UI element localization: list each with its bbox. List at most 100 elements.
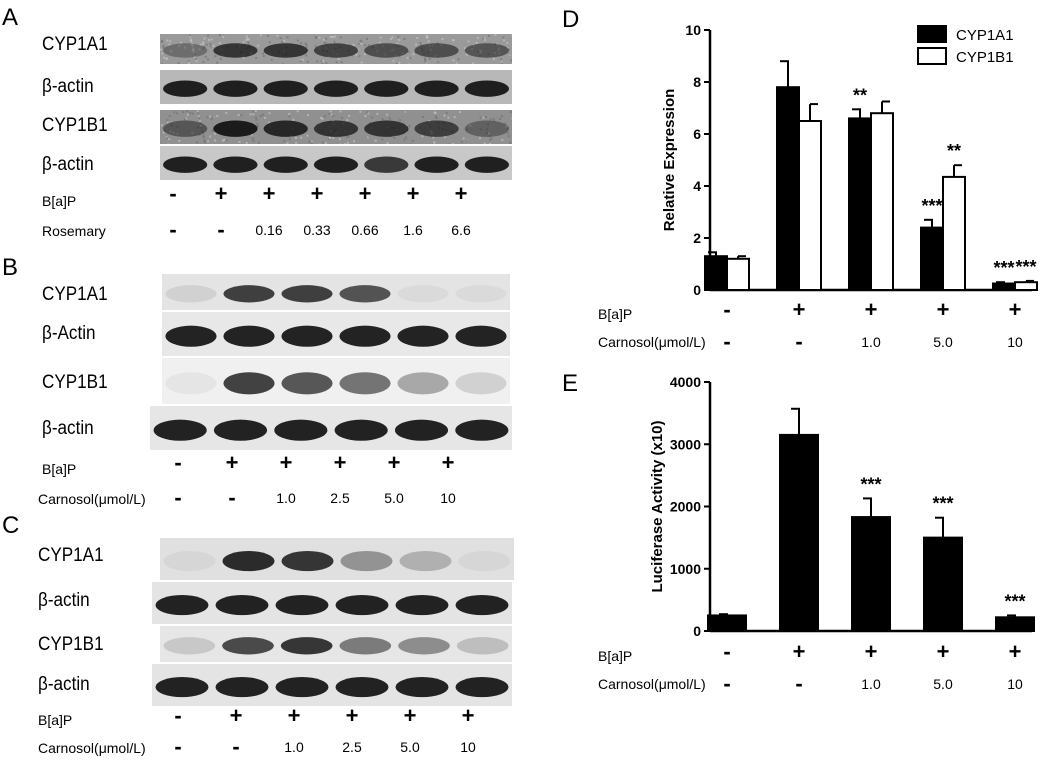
blot-noise <box>508 53 511 56</box>
blot-noise <box>328 136 331 139</box>
blot-noise <box>256 122 259 125</box>
blot-noise <box>193 51 196 54</box>
bar <box>779 433 819 632</box>
blot-noise <box>346 141 349 144</box>
blot-noise <box>364 115 367 118</box>
protein-band <box>339 285 391 303</box>
blot-noise <box>489 118 492 121</box>
blot-noise <box>160 48 163 51</box>
blot-strip-c-cyp1a1 <box>160 538 514 580</box>
blot-noise <box>381 118 384 121</box>
blot-noise <box>205 43 208 46</box>
blot-noise <box>222 36 225 39</box>
bar <box>798 120 822 291</box>
blot-noise <box>422 115 425 118</box>
blot-noise <box>374 139 377 142</box>
protein-band <box>464 120 509 137</box>
treatment-cell: - <box>174 703 182 728</box>
blot-noise <box>389 38 392 41</box>
blot-noise <box>288 138 291 141</box>
blot-noise <box>188 61 191 64</box>
blot-noise <box>183 118 186 121</box>
blot-noise <box>247 41 250 44</box>
blot-background <box>160 626 512 662</box>
treatment-cell: 10 <box>460 739 476 755</box>
blot-strip-b-cyp1a1 <box>162 274 510 310</box>
blot-noise <box>254 116 257 119</box>
protein-band <box>163 156 208 173</box>
blot-noise <box>433 143 436 144</box>
blot-noise <box>381 138 384 141</box>
y-tick-label: 2000 <box>670 499 701 515</box>
blot-noise <box>199 120 202 123</box>
y-tick-label: 4000 <box>670 374 701 390</box>
blot-noise <box>348 114 351 117</box>
protein-band <box>155 677 209 698</box>
blot-noise <box>424 59 427 62</box>
blot-noise <box>310 140 313 143</box>
blot-noise <box>288 112 291 115</box>
blot-noise <box>176 112 179 115</box>
blot-noise <box>203 45 206 48</box>
significance-label: ** <box>947 141 961 161</box>
blot-noise <box>457 58 460 61</box>
protein-band <box>223 325 275 347</box>
protein-band <box>455 372 507 395</box>
blot-background <box>162 358 510 404</box>
blot-noise <box>488 132 491 135</box>
treatment-cell: - <box>723 639 731 664</box>
blot-noise <box>219 57 222 60</box>
blot-noise <box>209 115 212 118</box>
protein-band <box>464 80 509 97</box>
blot-noise <box>505 125 508 128</box>
blot-noise <box>437 61 440 64</box>
blot-noise <box>510 59 512 62</box>
blot-noise <box>435 116 438 119</box>
blot-noise <box>406 56 409 59</box>
protein-band <box>163 637 216 655</box>
blot-noise <box>488 135 491 138</box>
blot-noise <box>190 40 193 43</box>
blot-noise <box>187 60 190 63</box>
blot-noise <box>191 43 194 46</box>
treatment-name-bap: B[a]P <box>598 306 633 322</box>
blot-noise <box>460 140 463 143</box>
blot-noise <box>160 124 163 127</box>
blot-strip-c-actin-1 <box>152 582 512 624</box>
blot-noise <box>363 53 366 56</box>
bar <box>923 536 963 632</box>
blot-noise <box>162 46 165 49</box>
blot-noise <box>276 34 279 37</box>
blot-noise <box>191 112 194 115</box>
blot-noise <box>202 134 205 137</box>
blot-noise <box>403 138 406 141</box>
blot-noise <box>255 118 258 121</box>
y-tick-label: 10 <box>685 22 701 38</box>
protein-band <box>155 595 209 616</box>
blot-noise <box>225 139 228 142</box>
bar <box>704 255 728 291</box>
blot-noise <box>322 59 325 62</box>
significance-label: *** <box>1004 591 1025 611</box>
blot-noise <box>169 130 172 133</box>
blot-noise <box>257 44 260 47</box>
blot-noise <box>162 44 165 47</box>
protein-band <box>222 637 274 655</box>
blot-noise <box>268 112 271 115</box>
treatment-name-bap: B[a]P <box>598 648 633 664</box>
blot-noise <box>411 139 414 142</box>
protein-band <box>313 80 359 97</box>
blot-noise <box>428 57 431 60</box>
blot-noise <box>252 110 255 113</box>
y-tick-label: 3000 <box>670 436 701 452</box>
blot-noise <box>441 38 444 41</box>
blot-noise <box>245 141 248 144</box>
y-tick-label: 8 <box>693 74 701 90</box>
blot-noise <box>323 115 326 118</box>
blot-noise <box>295 141 298 144</box>
blot-noise <box>416 37 419 40</box>
protein-band <box>364 156 409 173</box>
blot-noise <box>286 36 289 39</box>
protein-band <box>455 419 509 441</box>
blot-noise <box>186 113 189 116</box>
